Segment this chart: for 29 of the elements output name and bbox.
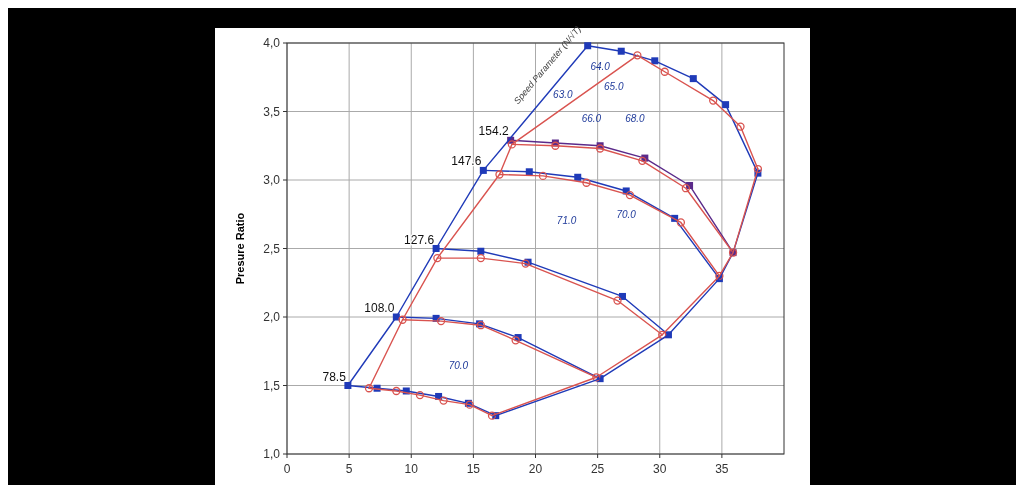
x-tick-label: 5: [345, 462, 353, 476]
annotation: 147.6: [451, 154, 482, 169]
annotation: 66.0: [581, 113, 602, 125]
y-tick-label: 2,5: [263, 241, 281, 256]
x-tick-label: 30: [653, 462, 667, 476]
x-tick-label: 20: [528, 462, 543, 476]
y-tick-label: 3,5: [263, 104, 281, 119]
x-tick-label: 25: [590, 462, 605, 476]
annotation: 127.6: [404, 232, 435, 247]
x-tick-label: 10: [404, 462, 419, 476]
annotation: 65.0: [604, 80, 624, 92]
y-tick-label: 3,0: [263, 173, 281, 187]
x-tick-label: 35: [715, 462, 729, 476]
annotation: 154.2: [478, 124, 509, 139]
y-axis-title: Presure Ratio: [234, 212, 246, 285]
x-tick-label: 15: [466, 462, 481, 476]
y-tick-label: 2,0: [263, 310, 281, 324]
annotation: 70.0: [448, 360, 469, 372]
y-tick-label: 4,0: [263, 36, 281, 50]
y-tick-label: 1,0: [263, 447, 281, 461]
annotation: 71.0: [556, 214, 577, 226]
annotation: 64.0: [590, 61, 611, 73]
annotation: 108.0: [364, 301, 395, 315]
y-tick-label: 1,5: [263, 378, 281, 393]
annotation: 78.5: [322, 369, 347, 384]
annotation: 70.0: [616, 209, 637, 221]
annotation: 63.0: [553, 88, 573, 100]
x-tick-label: 0: [283, 462, 291, 476]
annotation: 68.0: [625, 113, 646, 125]
